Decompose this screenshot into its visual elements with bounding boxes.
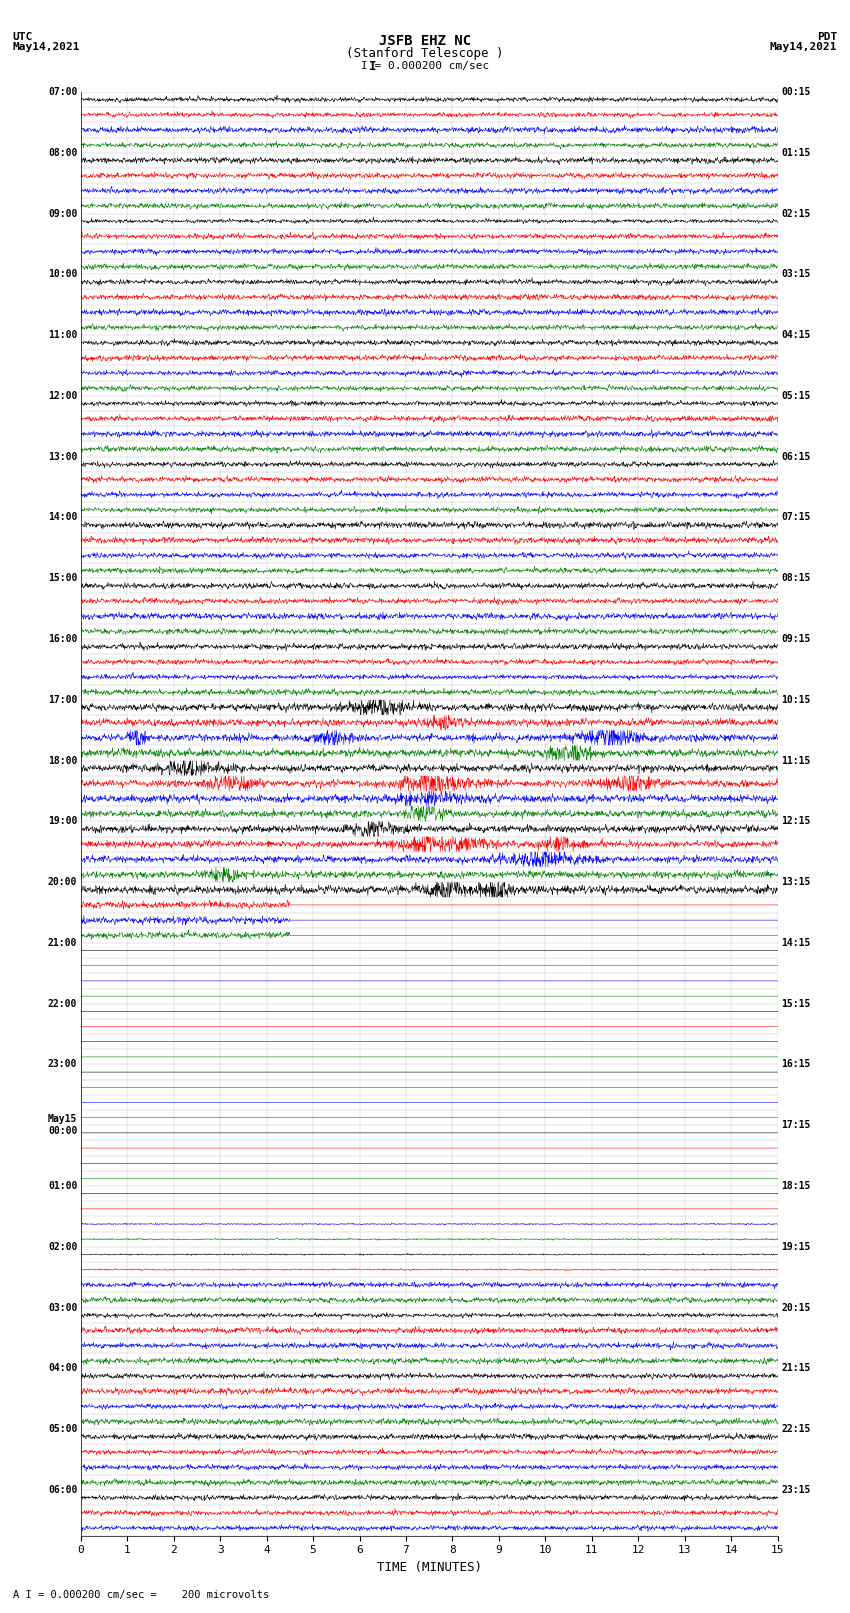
Text: 15:00: 15:00 [48, 573, 77, 584]
Text: 04:00: 04:00 [48, 1363, 77, 1373]
Text: 22:00: 22:00 [48, 998, 77, 1008]
Text: PDT: PDT [817, 32, 837, 42]
Text: 18:00: 18:00 [48, 755, 77, 766]
Text: 17:15: 17:15 [781, 1121, 811, 1131]
Text: 10:15: 10:15 [781, 695, 811, 705]
Text: 07:15: 07:15 [781, 513, 811, 523]
Text: 16:00: 16:00 [48, 634, 77, 644]
Text: 12:00: 12:00 [48, 390, 77, 402]
Text: 16:15: 16:15 [781, 1060, 811, 1069]
Text: 12:15: 12:15 [781, 816, 811, 826]
Text: 20:15: 20:15 [781, 1303, 811, 1313]
Text: 19:00: 19:00 [48, 816, 77, 826]
Text: UTC: UTC [13, 32, 33, 42]
Text: 03:00: 03:00 [48, 1303, 77, 1313]
Text: 01:00: 01:00 [48, 1181, 77, 1190]
Text: 23:00: 23:00 [48, 1060, 77, 1069]
Text: I: I [369, 60, 376, 73]
Text: I = 0.000200 cm/sec: I = 0.000200 cm/sec [361, 61, 489, 71]
Text: 20:00: 20:00 [48, 877, 77, 887]
Text: 10:00: 10:00 [48, 269, 77, 279]
Text: 02:00: 02:00 [48, 1242, 77, 1252]
Text: 18:15: 18:15 [781, 1181, 811, 1190]
Text: JSFB EHZ NC: JSFB EHZ NC [379, 34, 471, 48]
Text: 13:00: 13:00 [48, 452, 77, 461]
Text: 15:15: 15:15 [781, 998, 811, 1008]
Text: A I = 0.000200 cm/sec =    200 microvolts: A I = 0.000200 cm/sec = 200 microvolts [13, 1590, 269, 1600]
Text: 11:00: 11:00 [48, 331, 77, 340]
Text: 09:15: 09:15 [781, 634, 811, 644]
Text: 06:15: 06:15 [781, 452, 811, 461]
Text: 03:15: 03:15 [781, 269, 811, 279]
Text: 00:15: 00:15 [781, 87, 811, 97]
Text: 07:00: 07:00 [48, 87, 77, 97]
Text: 21:00: 21:00 [48, 937, 77, 948]
Text: 05:15: 05:15 [781, 390, 811, 402]
Text: 05:00: 05:00 [48, 1424, 77, 1434]
Text: 13:15: 13:15 [781, 877, 811, 887]
Text: 08:15: 08:15 [781, 573, 811, 584]
Text: 22:15: 22:15 [781, 1424, 811, 1434]
Text: 14:00: 14:00 [48, 513, 77, 523]
Text: 02:15: 02:15 [781, 208, 811, 218]
Text: 06:00: 06:00 [48, 1486, 77, 1495]
Text: 21:15: 21:15 [781, 1363, 811, 1373]
Text: 08:00: 08:00 [48, 148, 77, 158]
Text: May15
00:00: May15 00:00 [48, 1115, 77, 1136]
Text: 11:15: 11:15 [781, 755, 811, 766]
Text: 17:00: 17:00 [48, 695, 77, 705]
Text: (Stanford Telescope ): (Stanford Telescope ) [346, 47, 504, 60]
Text: 14:15: 14:15 [781, 937, 811, 948]
Text: 23:15: 23:15 [781, 1486, 811, 1495]
Text: May14,2021: May14,2021 [770, 42, 837, 52]
Text: 01:15: 01:15 [781, 148, 811, 158]
Text: 09:00: 09:00 [48, 208, 77, 218]
Text: 19:15: 19:15 [781, 1242, 811, 1252]
Text: May14,2021: May14,2021 [13, 42, 80, 52]
Text: 04:15: 04:15 [781, 331, 811, 340]
X-axis label: TIME (MINUTES): TIME (MINUTES) [377, 1561, 482, 1574]
